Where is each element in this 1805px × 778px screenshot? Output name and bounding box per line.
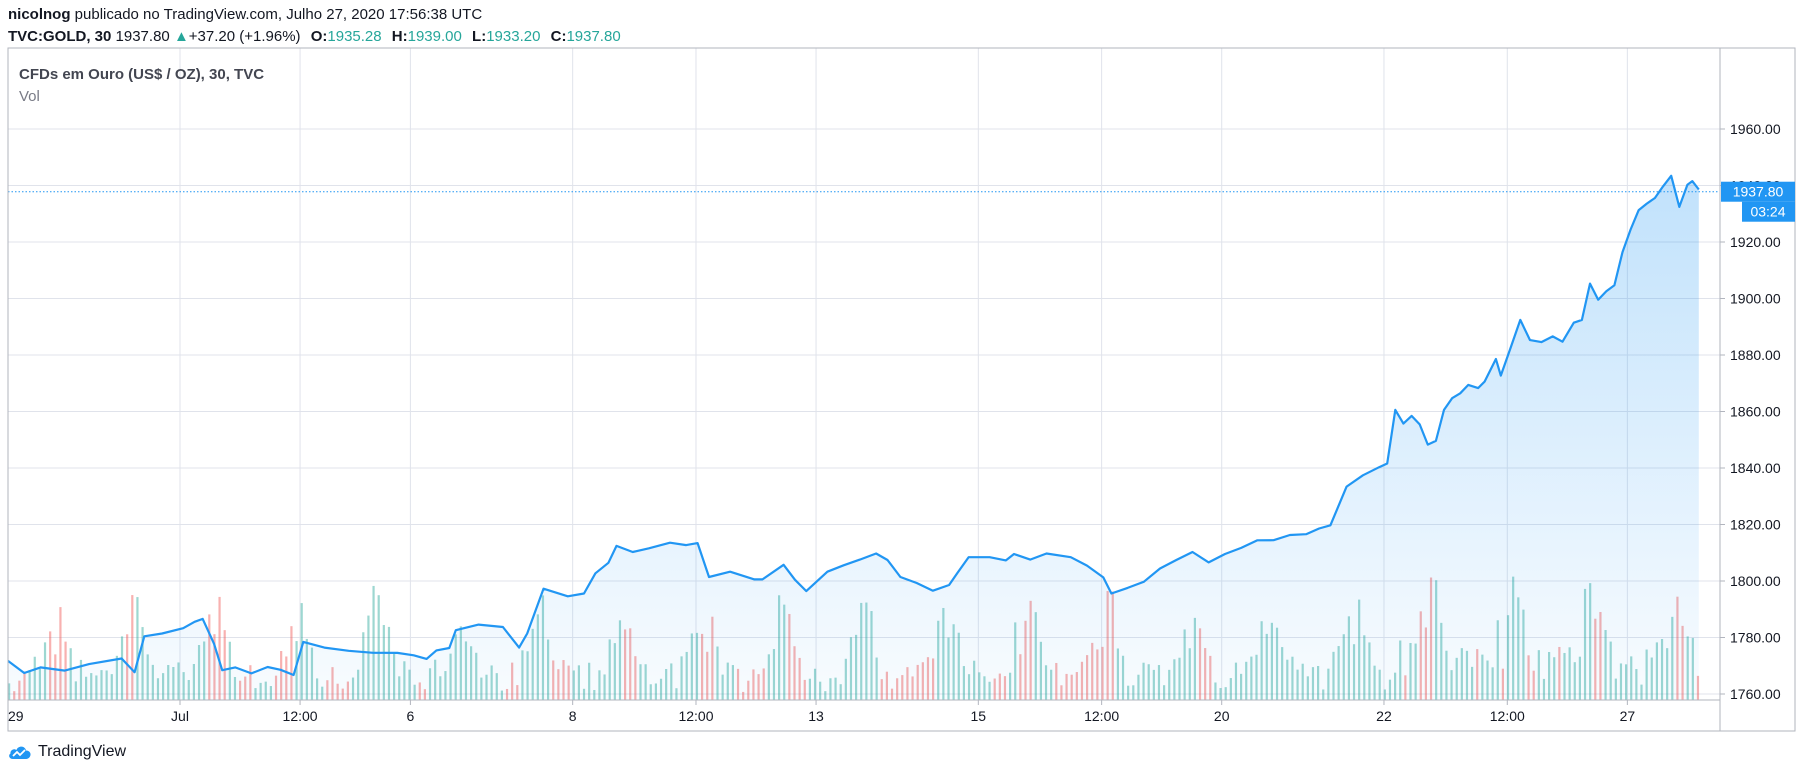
x-tick-label: 8 [569, 708, 577, 724]
y-tick-label: 1960.00 [1730, 121, 1781, 137]
x-tick-label: 15 [971, 708, 987, 724]
y-tick-label: 1760.00 [1730, 686, 1781, 702]
publication-line: nicolnog publicado no TradingView.com, J… [8, 6, 482, 23]
author-name: nicolnog [8, 6, 71, 23]
price-tag-box [1721, 181, 1795, 202]
countdown-box [1742, 201, 1795, 222]
ohlc-line: TVC:GOLD, 30 1937.80 ▲+37.20 (+1.96%) O:… [8, 28, 621, 45]
volume-bar [136, 597, 139, 700]
chart-legend-title: CFDs em Ouro (US$ / OZ), 30, TVC [19, 66, 265, 83]
close-label: C: [550, 28, 567, 45]
low-value: 1933.20 [486, 28, 541, 45]
x-tick-label: 27 [1620, 708, 1636, 724]
y-tick-label: 1780.00 [1730, 630, 1781, 646]
price-change: +37.20 (+1.96%) [188, 28, 301, 45]
volume-bar [49, 631, 52, 700]
y-tick-label: 1820.00 [1730, 517, 1781, 533]
high-label: H: [391, 28, 408, 45]
volume-bar [131, 595, 134, 700]
y-tick-label: 1880.00 [1730, 347, 1781, 363]
last-price: 1937.80 [115, 28, 170, 45]
price-axis: 1760.00 1780.00 1800.00 1820.00 1840.00 1860.… [1720, 121, 1781, 702]
volume-bar [223, 630, 226, 700]
current-price-tag: 1937.80 03:24 [1721, 181, 1795, 222]
volume-bar [59, 607, 62, 700]
symbol-label: TVC:GOLD, 30 [8, 28, 112, 45]
time-axis: 29 Jul 12:00 6 8 12:00 13 15 12:00 20 22 12:00 27 [7, 700, 1636, 724]
price-line [7, 174, 1700, 677]
x-tick-label: 12:00 [283, 708, 318, 724]
close-value: 1937.80 [566, 28, 621, 45]
price-tag-label: 1937.80 [1733, 184, 1784, 200]
x-tick-label: 20 [1214, 708, 1230, 724]
countdown-label: 03:24 [1750, 204, 1785, 220]
x-tick-label: Jul [171, 708, 189, 724]
open-label: O: [310, 28, 328, 45]
tradingview-logo[interactable]: TradingView [8, 743, 126, 761]
volume-legend: Vol [19, 88, 40, 105]
up-arrow-icon: ▲ [173, 28, 189, 45]
cloud-logo-icon [9, 746, 31, 759]
volume-bar [218, 596, 221, 700]
x-tick-label: 6 [407, 708, 415, 724]
volume-bar [290, 626, 293, 700]
x-tick-label: 12:00 [1084, 708, 1119, 724]
volume-bar [377, 595, 380, 700]
high-value: 1939.00 [407, 28, 462, 45]
x-tick-label: 29 [8, 708, 24, 724]
x-tick-label: 13 [808, 708, 824, 724]
x-tick-label: 12:00 [678, 708, 713, 724]
y-tick-label: 1840.00 [1730, 460, 1781, 476]
y-tick-label: 1860.00 [1730, 404, 1781, 420]
price-area [8, 175, 1699, 701]
y-tick-label: 1800.00 [1730, 573, 1781, 589]
chart-frame [7, 47, 1796, 732]
chart-border [7, 47, 1796, 732]
volume-bar [372, 585, 375, 700]
y-tick-label: 1900.00 [1730, 291, 1781, 307]
low-label: L: [472, 28, 487, 45]
tradingview-brand: TradingView [38, 743, 127, 760]
published-info: publicado no TradingView.com, Julho 27, … [74, 6, 483, 23]
open-value: 1935.28 [327, 28, 382, 45]
x-tick-label: 12:00 [1490, 708, 1525, 724]
x-tick-label: 22 [1376, 708, 1392, 724]
y-tick-label: 1920.00 [1730, 234, 1781, 250]
